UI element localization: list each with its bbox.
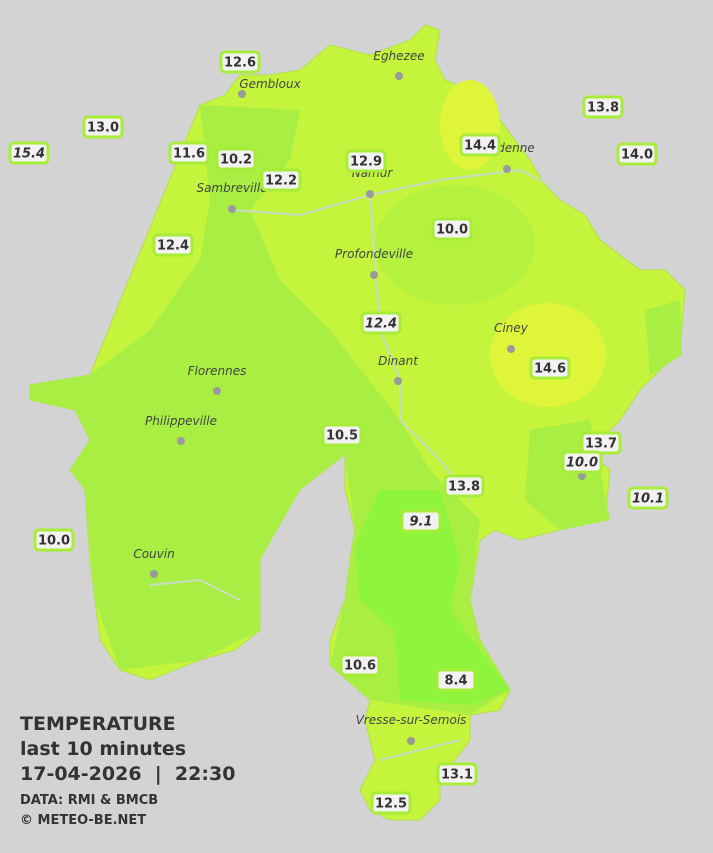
station-box [400, 509, 442, 533]
zone-cool [375, 185, 535, 305]
station-box [582, 95, 624, 119]
station-box [33, 528, 75, 552]
station-box [616, 142, 658, 166]
station-temperature: 10.0 [38, 534, 70, 549]
city-dot [507, 345, 515, 353]
station-temperature: 12.9 [350, 155, 382, 170]
city-label: Eghezee [373, 49, 424, 63]
station-box [152, 233, 194, 257]
station-temperature: 13.1 [441, 768, 473, 783]
station-temperature: 12.6 [224, 56, 256, 71]
city-dot [150, 570, 158, 578]
station-temperature: 12.2 [265, 174, 297, 189]
city-dot [213, 387, 221, 395]
city-label: Philippeville [145, 414, 217, 428]
city-label: Dinant [378, 354, 419, 368]
city-dot [370, 271, 378, 279]
station-temperature: 10.5 [326, 429, 358, 444]
station-box [443, 474, 485, 498]
station-temperature: 10.2 [220, 153, 252, 168]
station-temperature: 15.4 [13, 147, 45, 162]
copyright: © METEO-BE.NET [20, 813, 146, 828]
station-box [360, 311, 402, 335]
zone-warm [490, 303, 606, 407]
city-label: Ciney [494, 321, 529, 335]
station-temperature: 14.6 [534, 362, 566, 377]
station-box [627, 486, 669, 510]
city-label: Couvin [133, 547, 174, 561]
station-box [260, 168, 302, 192]
city-label: Profondeville [335, 247, 413, 261]
city-dot [407, 737, 415, 745]
station-box [219, 50, 261, 74]
city-label: Vresse-sur-Semois [356, 713, 467, 727]
station-box [321, 423, 363, 447]
station-temperature: 12.5 [375, 797, 407, 812]
city-dot [578, 472, 586, 480]
subtitle: last 10 minutes [20, 738, 186, 760]
station-box [215, 147, 257, 171]
city-label: Gembloux [239, 77, 301, 91]
zone-south [355, 490, 510, 705]
station-box [82, 115, 124, 139]
title: TEMPERATURE [20, 713, 176, 735]
station-box [529, 356, 571, 380]
station-temperature: 13.0 [87, 121, 119, 136]
city-label: Sambreville [196, 181, 267, 195]
station-temperature: 13.8 [587, 101, 619, 116]
station-temperature: 13.7 [585, 437, 617, 452]
station-temperature: 10.0 [436, 223, 468, 238]
station-box [431, 217, 473, 241]
city-dot [394, 377, 402, 385]
station-temperature: 10.6 [344, 659, 376, 674]
station-temperature: 10.1 [632, 492, 664, 507]
station-box [339, 653, 381, 677]
station-temperature: 13.8 [448, 480, 480, 495]
city-dot [238, 90, 246, 98]
station-temperature: 10.0 [566, 456, 598, 471]
city-dot [503, 165, 511, 173]
city-dot [395, 72, 403, 80]
city-dot [228, 205, 236, 213]
station-box [436, 762, 478, 786]
station-temperature: 8.4 [444, 674, 467, 689]
station-temperature: 14.4 [464, 139, 496, 154]
station-box [345, 149, 387, 173]
station-box [459, 133, 501, 157]
station-temperature: 12.4 [365, 317, 397, 332]
station-temperature: 14.0 [621, 148, 653, 163]
station-box [561, 450, 603, 474]
city-label: Florennes [188, 364, 247, 378]
city-dot [177, 437, 185, 445]
station-box [168, 141, 210, 165]
station-box [435, 668, 477, 692]
station-temperature: 9.1 [409, 515, 432, 530]
station-box [8, 141, 50, 165]
station-temperature: 12.4 [157, 239, 189, 254]
source: DATA: RMI & BMCB [20, 793, 158, 808]
city-dot [366, 190, 374, 198]
station-temperature: 11.6 [173, 147, 205, 162]
datetime: 17-04-2026 | 22:30 [20, 763, 235, 785]
station-box [370, 791, 412, 815]
